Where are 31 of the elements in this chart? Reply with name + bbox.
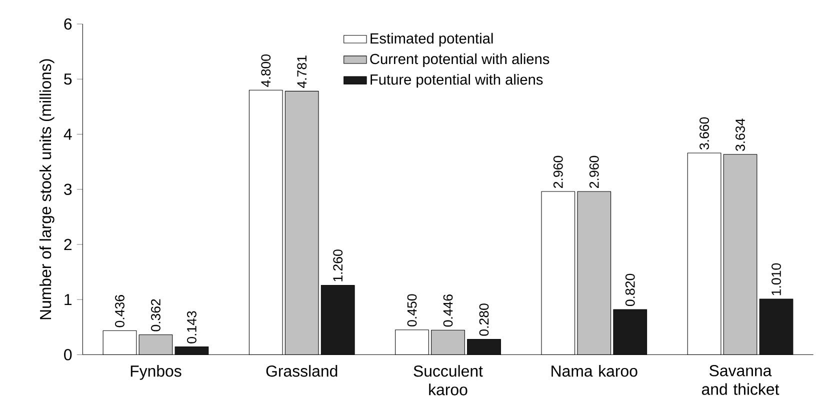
x-tick-label: Succulent karoo <box>414 365 483 396</box>
data-label: 3.634 <box>736 118 745 151</box>
y-tick-label: 2 <box>64 238 72 250</box>
data-label: 2.960 <box>553 156 563 188</box>
y-tick-label: 4 <box>64 128 72 140</box>
x-tick-label: Grassland <box>266 365 338 377</box>
y-tick-label: 0 <box>64 349 72 360</box>
x-tick-label: Nama karoo <box>552 365 638 377</box>
y-tick-label: 5 <box>64 74 72 85</box>
legend-label: Current potential with aliens <box>370 53 550 68</box>
y-axis-title: Number of large stock units (millions) <box>39 59 54 320</box>
data-label: 2.960 <box>589 156 599 188</box>
legend-label: Estimated potential <box>370 32 493 46</box>
data-label: 0.446 <box>443 294 453 327</box>
data-label: 1.010 <box>772 263 781 296</box>
data-label: 0.450 <box>407 294 417 326</box>
data-label: 0.436 <box>115 295 124 328</box>
x-tick-label: Savanna and thicket <box>702 365 780 395</box>
data-label: 0.143 <box>187 311 196 344</box>
data-label: 3.660 <box>700 117 709 150</box>
y-tick-label: 1 <box>64 294 72 306</box>
data-label: 0.820 <box>625 274 635 306</box>
x-tick-label: Fynbos <box>130 365 182 380</box>
y-tick-label: 6 <box>64 18 72 30</box>
data-label: 4.800 <box>261 54 271 87</box>
y-tick-label: 3 <box>64 184 72 195</box>
data-label: 0.280 <box>479 304 489 336</box>
data-label: 0.362 <box>151 299 160 332</box>
data-label: 4.781 <box>297 56 307 88</box>
legend-label: Future potential with aliens <box>370 74 543 88</box>
data-label: 1.260 <box>333 250 343 282</box>
